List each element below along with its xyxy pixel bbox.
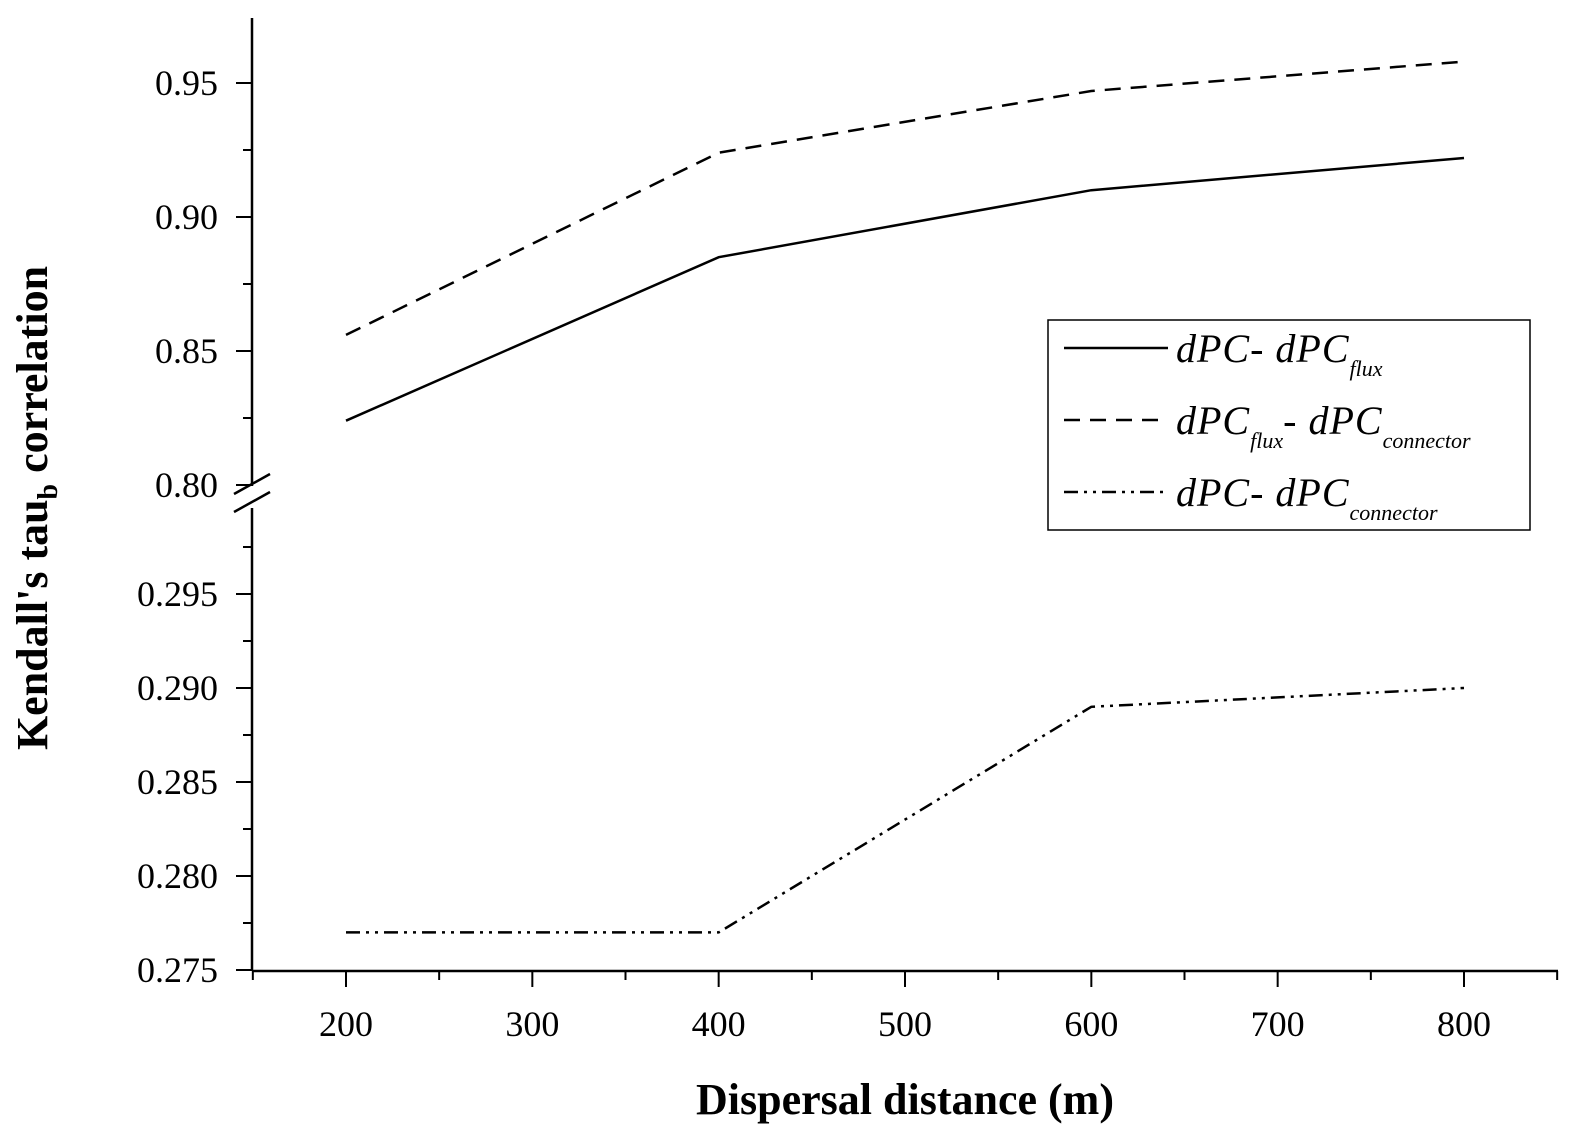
y-tick-label: 0.85 (155, 331, 218, 371)
x-tick-label: 600 (1064, 1004, 1118, 1044)
x-tick-label: 300 (505, 1004, 559, 1044)
y-tick-label: 0.275 (137, 950, 218, 990)
x-tick-label: 700 (1251, 1004, 1305, 1044)
y-axis-title: Kendall's taub correlation (8, 266, 64, 750)
legend-label-subscript: flux (1350, 356, 1383, 381)
legend-label-text: - dPC (1283, 398, 1383, 443)
y-tick-label: 0.95 (155, 63, 218, 103)
y-axis-title-subscript: b (33, 484, 64, 500)
x-tick-label: 400 (692, 1004, 746, 1044)
legend-label-text: dPC- dPC (1176, 326, 1350, 371)
x-tick-label: 200 (319, 1004, 373, 1044)
y-tick-label: 0.290 (137, 668, 218, 708)
series-line-3 (346, 686, 1465, 934)
series-line-2 (345, 60, 1465, 337)
x-axis-title: Dispersal distance (m) (696, 1075, 1114, 1124)
tick-labels: 200 300 400 500 600 700 800 0.80 0.85 0.90 0.95 0.2… (137, 63, 1491, 1044)
legend-label-subscript: connector (1350, 500, 1438, 525)
y-tick-label: 0.90 (155, 197, 218, 237)
series-line-1 (345, 156, 1465, 422)
y-tick-label: 0.285 (137, 762, 218, 802)
x-tick-label: 800 (1437, 1004, 1491, 1044)
y-tick-label: 0.295 (137, 574, 218, 614)
series-lines (345, 60, 1465, 934)
legend-label-1: dPC- dPCflux (1176, 326, 1383, 381)
tick-marks (236, 82, 1559, 987)
y-axis-title-suffix: correlation (8, 266, 57, 484)
y-axis-title-main: Kendall's tau (8, 499, 57, 750)
legend-box (1047, 319, 1531, 531)
legend-label-3: dPC- dPCconnector (1176, 470, 1438, 525)
x-tick-label: 500 (878, 1004, 932, 1044)
y-tick-label: 0.280 (137, 856, 218, 896)
legend-label-text: dPC- dPC (1176, 470, 1350, 515)
legend-label-subscript: connector (1383, 428, 1471, 453)
legend-label-text: dPC (1176, 398, 1250, 443)
axis-break-mark-bottom (233, 490, 271, 514)
legend-label-2: dPCflux- dPCconnector (1176, 398, 1471, 453)
legend-label-subscript: flux (1250, 428, 1283, 453)
y-tick-label: 0.80 (155, 465, 218, 505)
